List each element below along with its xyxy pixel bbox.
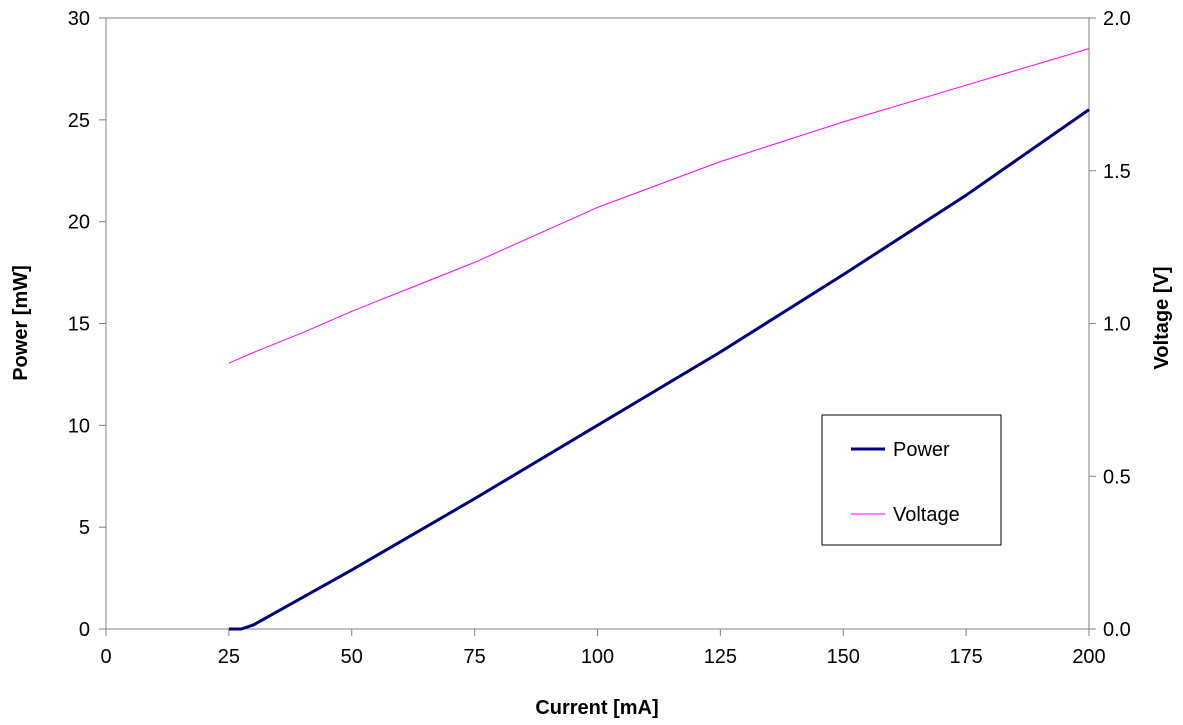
x-tick-label: 100 <box>581 646 614 668</box>
series-layer <box>228 48 1090 631</box>
y-tick-label: 15 <box>68 314 90 336</box>
power-series-line <box>228 108 1090 631</box>
y-tick-label: 5 <box>79 517 90 539</box>
x-tick-label: 0 <box>100 646 111 668</box>
legend-label-power: Power <box>893 439 950 461</box>
voltage-series-line <box>228 48 1090 364</box>
legend: Power Voltage <box>821 414 1002 546</box>
y-tick-label: 20 <box>68 212 90 234</box>
x-tick-label: 75 <box>464 646 486 668</box>
y-tick-label: 0 <box>79 619 90 641</box>
x-tick-label: 125 <box>704 646 737 668</box>
x-tick-label: 200 <box>1072 646 1105 668</box>
x-tick-label: 25 <box>218 646 240 668</box>
legend-box <box>821 414 1002 546</box>
y2-tick-label: 0.0 <box>1103 619 1131 641</box>
y-tick-label: 25 <box>68 110 90 132</box>
x-tick-label: 150 <box>827 646 860 668</box>
y2-tick-label: 0.5 <box>1103 466 1131 488</box>
y-axis-title: Power [mW] <box>10 265 32 381</box>
x-tick-label: 175 <box>949 646 982 668</box>
axes-layer: 0 25 50 75 100 125 150 175 200 0 5 10 15 20 25 30 0.0 0.5… <box>68 8 1131 668</box>
y2-tick-label: 1.5 <box>1103 161 1131 183</box>
y2-tick-label: 2.0 <box>1103 8 1131 30</box>
y-tick-label: 10 <box>68 415 90 437</box>
x-tick-label: 50 <box>341 646 363 668</box>
y2-tick-label: 1.0 <box>1103 314 1131 336</box>
x-axis-title: Current [mA] <box>535 697 658 719</box>
y2-axis-title: Voltage [V] <box>1151 267 1173 370</box>
legend-label-voltage: Voltage <box>893 504 960 526</box>
y-tick-label: 30 <box>68 8 90 30</box>
